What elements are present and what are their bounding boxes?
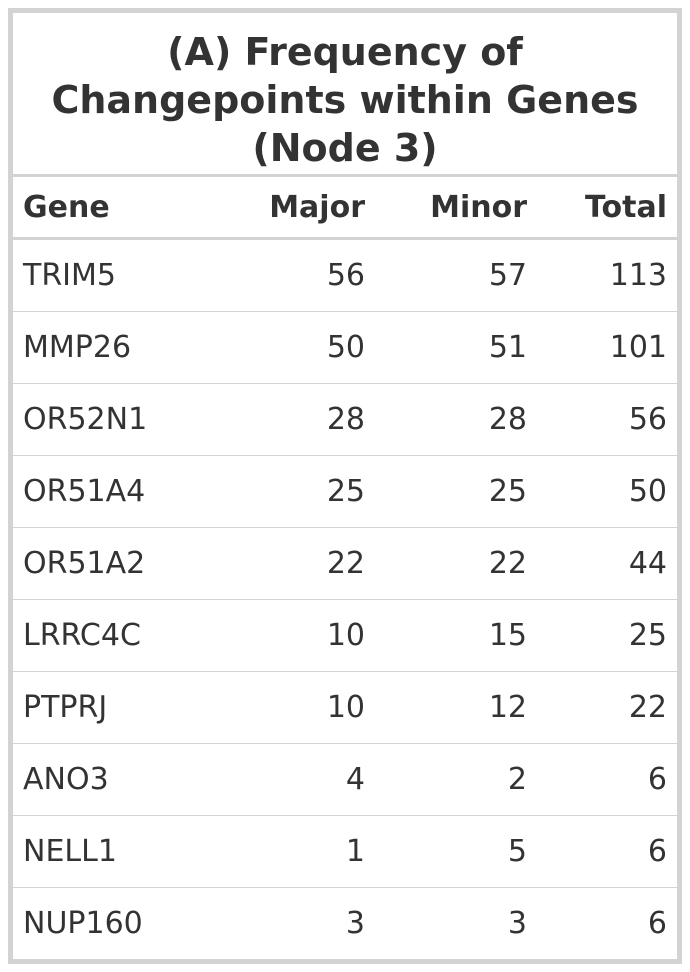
cell-gene: OR51A2 bbox=[13, 527, 213, 600]
cell-total: 25 bbox=[537, 599, 677, 672]
cell-major: 25 bbox=[213, 455, 375, 528]
table-row: MMP26 50 51 101 bbox=[13, 311, 677, 384]
cell-major: 4 bbox=[213, 743, 375, 816]
cell-major: 10 bbox=[213, 671, 375, 744]
cell-minor: 28 bbox=[375, 383, 537, 456]
column-header-total: Total bbox=[537, 177, 677, 240]
table-row: NUP160 3 3 6 bbox=[13, 888, 677, 960]
cell-gene: OR51A4 bbox=[13, 455, 213, 528]
cell-major: 22 bbox=[213, 527, 375, 600]
table-row: PTPRJ 10 12 22 bbox=[13, 671, 677, 744]
cell-total: 101 bbox=[537, 311, 677, 384]
cell-minor: 5 bbox=[375, 815, 537, 888]
cell-gene: PTPRJ bbox=[13, 671, 213, 744]
cell-total: 44 bbox=[537, 527, 677, 600]
cell-major: 1 bbox=[213, 815, 375, 888]
cell-minor: 3 bbox=[507, 906, 527, 941]
title-line: (Node 3) bbox=[252, 126, 438, 170]
cell-minor: 25 bbox=[375, 455, 537, 528]
cell-gene: TRIM5 bbox=[13, 238, 213, 312]
column-header-gene: Gene bbox=[13, 177, 213, 240]
cell-total: 6 bbox=[647, 906, 667, 941]
table-row: OR52N1 28 28 56 bbox=[13, 383, 677, 456]
cell-total: 6 bbox=[537, 743, 677, 816]
table-body: TRIM5 56 57 113 MMP26 50 51 101 OR52N1 28 28 56 OR51… bbox=[13, 238, 677, 960]
cell-major: 28 bbox=[213, 383, 375, 456]
cell-total: 50 bbox=[537, 455, 677, 528]
table-row: TRIM5 56 57 113 bbox=[13, 238, 677, 312]
table-row: ANO3 4 2 6 bbox=[13, 743, 677, 816]
table-row: NELL1 1 5 6 bbox=[13, 815, 677, 888]
header-row: Gene Major Minor Total bbox=[13, 177, 677, 240]
table-header: Gene Major Minor Total bbox=[13, 177, 677, 240]
cell-total: 6 bbox=[537, 815, 677, 888]
cell-gene: NUP160 bbox=[23, 906, 143, 941]
cell-major: 50 bbox=[213, 311, 375, 384]
table-row: LRRC4C 10 15 25 bbox=[13, 599, 677, 672]
cell-minor: 22 bbox=[375, 527, 537, 600]
cell-minor: 57 bbox=[375, 238, 537, 312]
gene-table: Gene Major Minor Total TRIM5 56 57 113 MMP26… bbox=[13, 177, 677, 959]
column-header-major: Major bbox=[213, 177, 375, 240]
cell-gene: NELL1 bbox=[13, 815, 213, 888]
cell-minor: 2 bbox=[375, 743, 537, 816]
title-line: Changepoints within Genes bbox=[51, 78, 639, 122]
table-frame: (A) Frequency of Changepoints within Gen… bbox=[8, 8, 682, 964]
table-row: OR51A2 22 22 44 bbox=[13, 527, 677, 600]
cell-major: 3 bbox=[345, 906, 365, 941]
cell-total: 22 bbox=[537, 671, 677, 744]
title-line: (A) Frequency of bbox=[167, 30, 523, 74]
cell-gene: ANO3 bbox=[13, 743, 213, 816]
table-title: (A) Frequency of Changepoints within Gen… bbox=[13, 13, 677, 177]
cell-minor: 12 bbox=[375, 671, 537, 744]
cell-gene: LRRC4C bbox=[13, 599, 213, 672]
cell-gene: OR52N1 bbox=[13, 383, 213, 456]
table-row: OR51A4 25 25 50 bbox=[13, 455, 677, 528]
column-header-minor: Minor bbox=[375, 177, 537, 240]
cell-major: 10 bbox=[213, 599, 375, 672]
cell-gene: MMP26 bbox=[13, 311, 213, 384]
cell-total: 56 bbox=[537, 383, 677, 456]
cell-major: 56 bbox=[213, 238, 375, 312]
cell-minor: 15 bbox=[375, 599, 537, 672]
cell-total: 113 bbox=[537, 238, 677, 312]
cell-minor: 51 bbox=[375, 311, 537, 384]
